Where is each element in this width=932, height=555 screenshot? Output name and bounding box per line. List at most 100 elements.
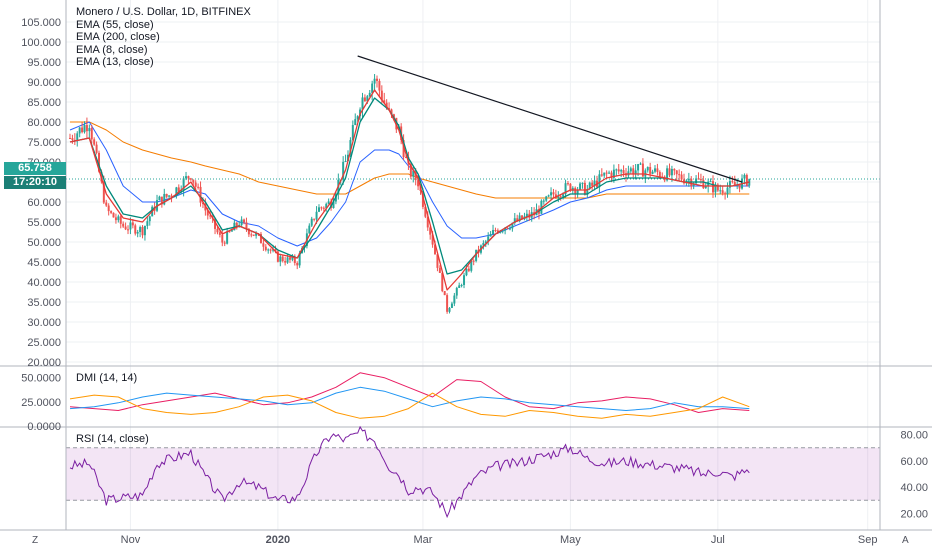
candle-body bbox=[114, 217, 117, 221]
candle-body bbox=[95, 144, 98, 153]
candle-body bbox=[281, 256, 284, 262]
candle-body bbox=[317, 207, 320, 212]
price-tick-label: 45.000 bbox=[27, 257, 61, 269]
candle-body bbox=[617, 169, 620, 172]
candle-body bbox=[450, 303, 453, 308]
legend-ema-8[interactable]: EMA (8, close) bbox=[76, 43, 148, 56]
candle-body bbox=[160, 196, 163, 205]
ema-13-line bbox=[69, 97, 750, 275]
legend-ema-13[interactable]: EMA (13, close) bbox=[76, 56, 154, 68]
candle-body bbox=[259, 233, 262, 244]
candle-body bbox=[165, 193, 168, 197]
legend-ema-55[interactable]: EMA (55, close) bbox=[76, 18, 154, 31]
candle-body bbox=[194, 182, 197, 187]
x-axis-ticks: Nov 2020 Mar May Jul Sep bbox=[121, 534, 878, 546]
trendline[interactable] bbox=[357, 55, 743, 183]
candle-body bbox=[598, 174, 601, 188]
candle-body bbox=[707, 181, 710, 187]
candle-body bbox=[721, 190, 724, 194]
candle-body bbox=[361, 97, 364, 110]
price-tick-label: 55.000 bbox=[27, 217, 61, 229]
candle-body bbox=[272, 249, 275, 251]
candle-body bbox=[591, 182, 594, 186]
rsi-tick-label: 20.00 bbox=[900, 508, 928, 520]
candle-body bbox=[214, 218, 217, 229]
timezone-button[interactable]: Z bbox=[32, 535, 39, 546]
candle-body bbox=[291, 256, 294, 260]
candle-body bbox=[610, 172, 613, 178]
candle-body bbox=[235, 222, 238, 227]
candle-body bbox=[129, 222, 132, 230]
candle-body bbox=[574, 187, 577, 194]
candle-body bbox=[745, 174, 748, 186]
candle-body bbox=[216, 228, 219, 233]
candle-body bbox=[448, 307, 451, 312]
candle-body bbox=[436, 254, 439, 268]
candle-body bbox=[346, 154, 349, 162]
candle-body bbox=[342, 161, 345, 180]
dmi-minus-di-path bbox=[69, 392, 750, 419]
candle-body bbox=[463, 275, 466, 285]
candle-body bbox=[673, 168, 676, 171]
candle-body bbox=[516, 218, 519, 221]
candle-body bbox=[513, 218, 516, 223]
candle-body bbox=[269, 249, 272, 251]
candle-body bbox=[180, 190, 183, 192]
candle-body bbox=[441, 272, 444, 292]
candle-body bbox=[320, 207, 323, 209]
candle-body bbox=[434, 244, 437, 255]
candle-body bbox=[431, 234, 434, 245]
candle-body bbox=[247, 228, 250, 235]
candle-body bbox=[651, 171, 654, 174]
dmi-tick-label: 25.0000 bbox=[21, 397, 61, 409]
candle-body bbox=[559, 196, 562, 198]
candle-body bbox=[187, 176, 190, 179]
rsi-title[interactable]: RSI (14, close) bbox=[76, 433, 149, 445]
dmi-adx-path bbox=[69, 372, 750, 413]
candle-body bbox=[641, 163, 644, 177]
dmi-title[interactable]: DMI (14, 14) bbox=[76, 372, 138, 384]
y-axis-ticks: 105.000 100.000 95.000 90.000 85.000 80.000 75… bbox=[21, 17, 928, 520]
candle-body bbox=[122, 223, 125, 227]
candle-body bbox=[629, 168, 632, 172]
price-tick-label: 90.000 bbox=[27, 77, 61, 89]
candle-body bbox=[586, 189, 589, 195]
candle-body bbox=[487, 236, 490, 242]
candle-body bbox=[298, 253, 301, 266]
candle-body bbox=[209, 215, 212, 217]
candle-body bbox=[634, 170, 637, 175]
candle-body bbox=[134, 225, 137, 234]
candle-body bbox=[351, 125, 354, 141]
candle-body bbox=[199, 186, 202, 203]
candle-body bbox=[668, 168, 671, 176]
candle-body bbox=[168, 195, 171, 197]
ema-200-line bbox=[70, 121, 750, 199]
candle-body bbox=[554, 194, 557, 198]
candle-body bbox=[354, 119, 357, 126]
candle-body bbox=[472, 260, 475, 262]
candle-body bbox=[175, 187, 178, 197]
candle-body bbox=[714, 184, 717, 193]
candle-body bbox=[105, 202, 108, 206]
ema-55-path bbox=[69, 121, 750, 247]
candle-body bbox=[666, 168, 669, 181]
legend-ema-200[interactable]: EMA (200, close) bbox=[76, 31, 160, 43]
candle-body bbox=[143, 225, 146, 236]
candle-body bbox=[653, 168, 656, 172]
candle-body bbox=[504, 227, 507, 231]
candle-body bbox=[117, 216, 120, 221]
candle-body bbox=[284, 261, 287, 263]
candle-body bbox=[637, 164, 640, 171]
last-price-badge: 65.758 bbox=[4, 162, 66, 175]
candle-body bbox=[356, 116, 359, 120]
candle-body bbox=[525, 213, 528, 217]
auto-scale-button[interactable]: A bbox=[902, 535, 909, 546]
candle-body bbox=[93, 139, 96, 145]
candle-body bbox=[542, 200, 545, 202]
time-tick-label: Mar bbox=[413, 534, 432, 546]
candle-body bbox=[243, 219, 246, 223]
candle-body bbox=[255, 233, 258, 236]
candle-body bbox=[678, 174, 681, 176]
